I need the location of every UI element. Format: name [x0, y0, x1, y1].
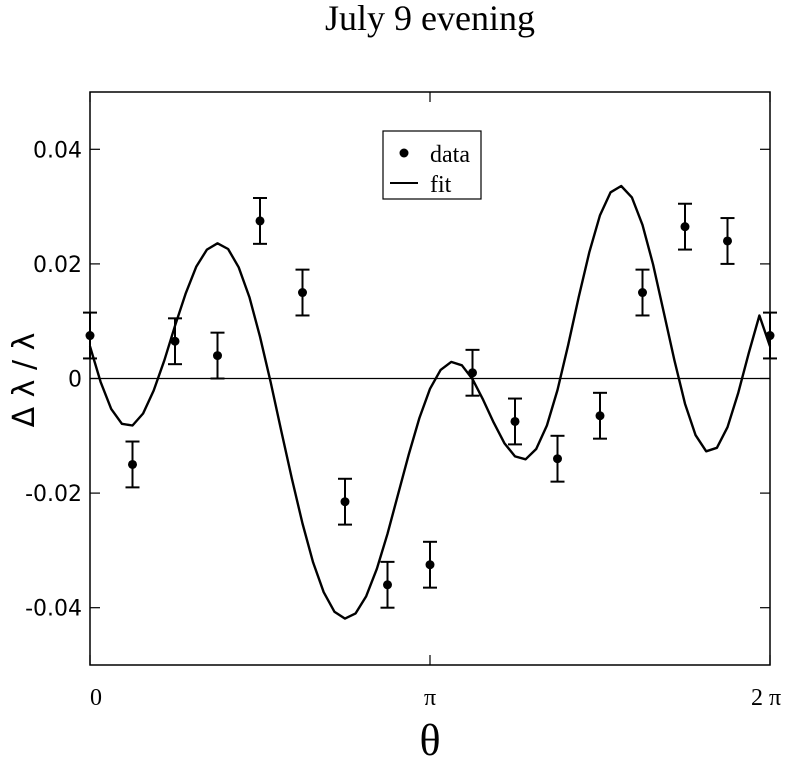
plot-area: 0 π 2 π 0.04 0.02 0 -0.02 -0.04: [25, 91, 781, 711]
legend-data-label: data: [430, 142, 470, 168]
data-point: [723, 236, 732, 246]
data-point: [468, 368, 477, 378]
y-axis-label: Δ λ / λ: [7, 333, 42, 428]
x-tick-label: 2 π: [751, 685, 781, 711]
y-tick-label: -0.04: [25, 597, 82, 622]
legend-box: [382, 130, 482, 200]
y-tick-label: 0.04: [33, 138, 82, 163]
data-point: [298, 288, 307, 298]
data-point: [765, 331, 775, 341]
y-tick-label: -0.02: [25, 482, 82, 507]
x-tick-label: π: [424, 685, 436, 711]
legend: data fit: [382, 130, 482, 200]
data-point: [255, 216, 265, 226]
legend-data-marker: [399, 148, 409, 158]
data-point: [170, 336, 180, 346]
x-tick-label: 0: [90, 685, 102, 711]
data-point: [85, 331, 95, 341]
y-tick-label: 0: [68, 368, 82, 393]
data-point: [595, 411, 605, 421]
data-point: [425, 560, 435, 570]
data-point: [213, 351, 222, 361]
y-tick-label: 0.02: [33, 253, 82, 278]
data-series: [83, 197, 777, 609]
y-axis-ticks: 0.04 0.02 0 -0.02 -0.04: [25, 138, 770, 622]
data-point: [553, 454, 562, 464]
fit-line: [88, 184, 772, 620]
data-point: [383, 580, 392, 590]
data-point: [510, 416, 520, 426]
x-axis-label: θ: [419, 716, 440, 763]
chart-title: July 9 evening: [325, 0, 535, 38]
data-point: [638, 288, 647, 298]
data-point: [680, 222, 690, 232]
data-point: [128, 459, 137, 469]
data-point: [340, 497, 350, 507]
fit-series: [88, 184, 772, 620]
legend-fit-label: fit: [430, 172, 452, 198]
x-axis-ticks: 0 π 2 π: [89, 92, 781, 711]
